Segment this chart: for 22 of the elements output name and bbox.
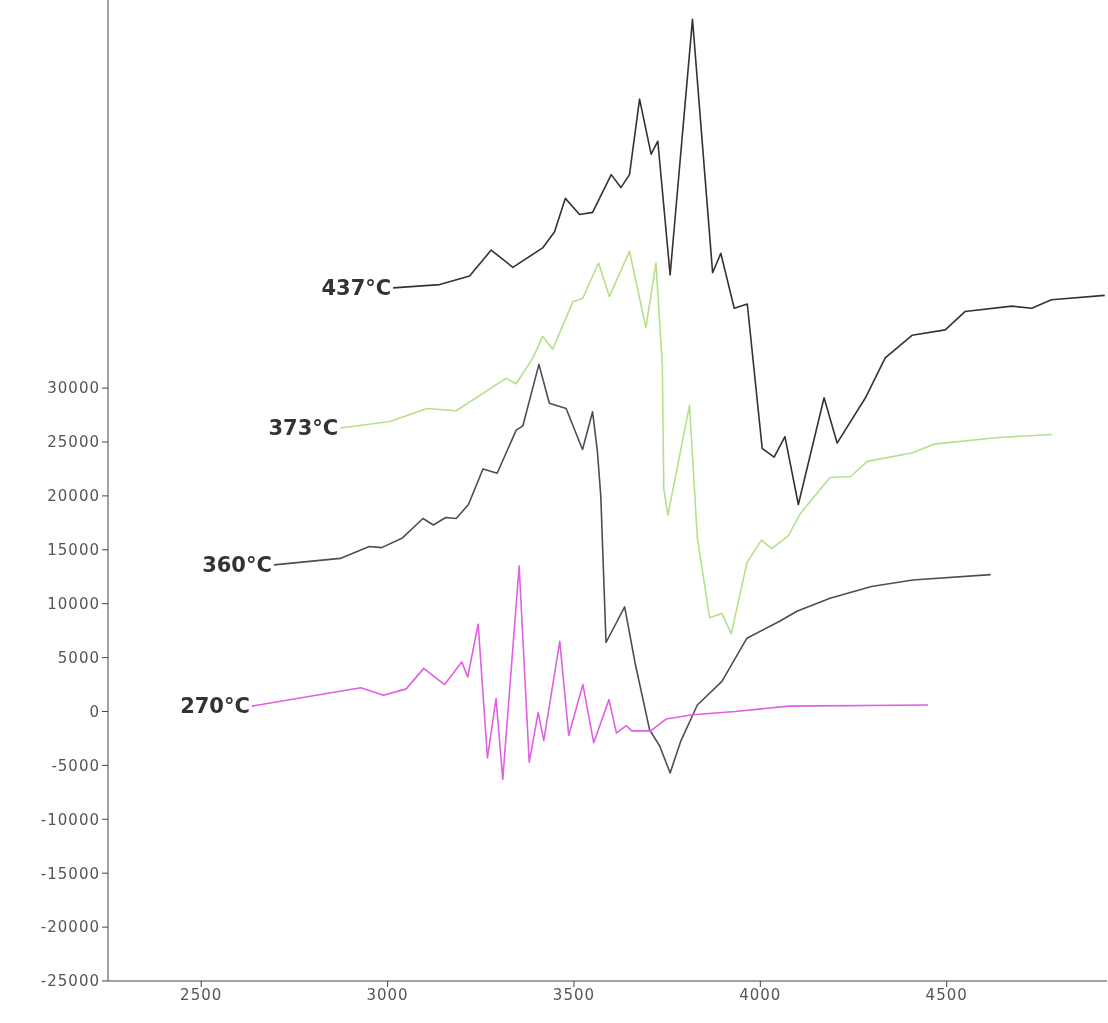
y-tick-label: -10000: [40, 810, 100, 829]
line-series: [392, 18, 1106, 506]
series-label: 437°C: [321, 275, 392, 300]
y-tick-label: 5000: [57, 648, 100, 667]
y-tick-label: -25000: [40, 972, 100, 991]
y-tick-label: 25000: [47, 433, 100, 452]
series-label: 373°C: [268, 415, 339, 440]
x-tick-label: 4000: [739, 985, 782, 1004]
y-tick-label: 15000: [47, 541, 100, 560]
y-tick-label: 20000: [47, 487, 100, 506]
series-label: 270°C: [180, 694, 250, 719]
x-tick-label: 2500: [180, 985, 223, 1004]
y-tick-label: 0: [89, 702, 100, 721]
x-tick-label: 4500: [925, 985, 968, 1004]
x-tick-label: 3500: [552, 985, 596, 1004]
x-tick-label: 3000: [366, 985, 409, 1004]
y-tick-label: 10000: [47, 595, 100, 614]
y-tick-label: -20000: [40, 918, 100, 937]
y-tick-label: 30000: [47, 379, 100, 398]
series-label: 360°C: [202, 552, 272, 577]
y-tick-label: -5000: [51, 756, 100, 775]
y-tick-label: -15000: [40, 864, 100, 883]
